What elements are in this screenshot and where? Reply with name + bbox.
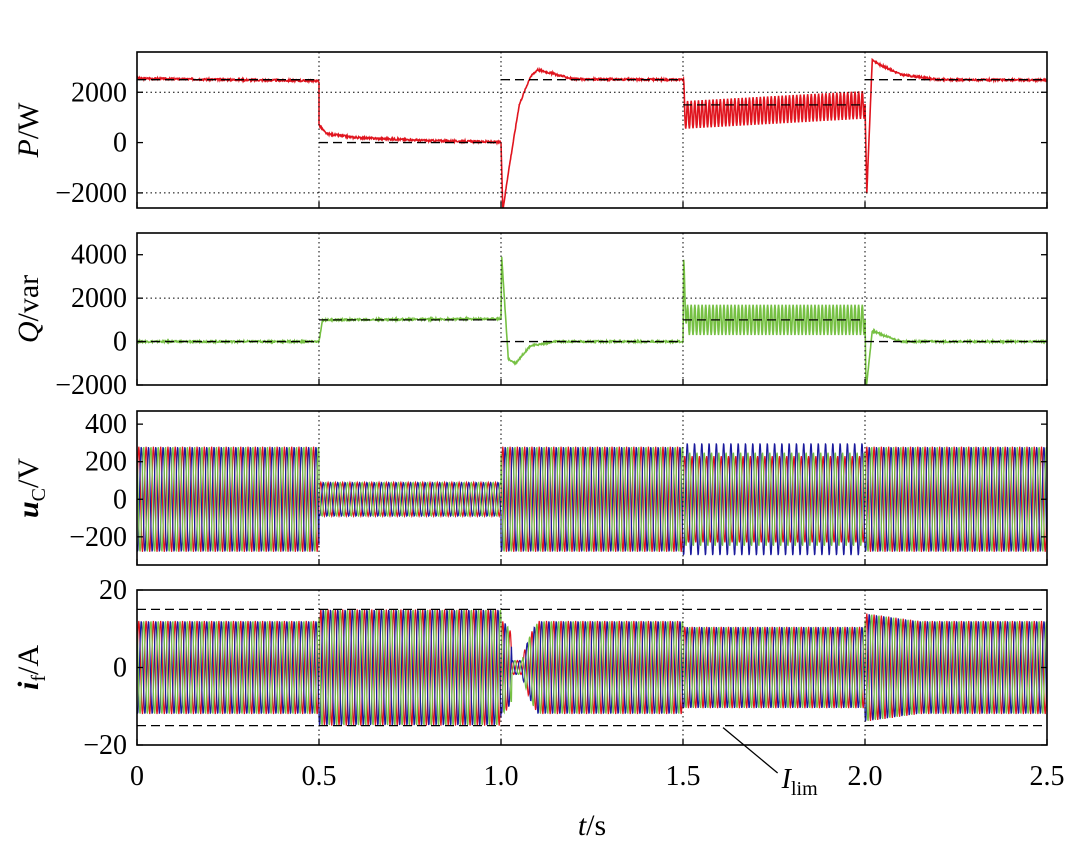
ytick-label: −2000 — [55, 370, 127, 401]
panel-Q: −2000 0 2000 4000 Q/var — [12, 232, 1048, 401]
xlabel: t/s — [578, 809, 606, 842]
P-trace-segment — [500, 66, 684, 208]
ytick-label: 0 — [113, 653, 127, 684]
if-phase-c-trace — [137, 609, 1047, 726]
limit-pointer — [722, 727, 779, 774]
plot-area-if — [137, 609, 1047, 726]
ylabel-Q: Q/var — [12, 275, 45, 343]
if-phase-a-trace — [137, 609, 1047, 726]
ytick-label: 200 — [85, 447, 127, 478]
xtick-label: 1.5 — [666, 761, 701, 792]
ytick-label: 20 — [99, 575, 127, 606]
uC-phase-b-trace — [137, 443, 1047, 556]
panels: −200002000P/W−2000020004000Q/var−2000200… — [12, 51, 1048, 800]
panel-P: −2000 0 2000 P/W — [12, 51, 1048, 209]
ytick-label: 0 — [113, 327, 127, 358]
ytick-label: 400 — [85, 409, 127, 440]
Q-trace-segment — [318, 315, 502, 341]
xtick-label: 2.0 — [848, 761, 883, 792]
P-trace-segment — [682, 75, 866, 129]
plot-area-uC — [137, 443, 1047, 556]
ytick-label: −20 — [83, 730, 127, 761]
uC-phase-c-trace — [137, 446, 1047, 552]
ytick-label: −200 — [69, 522, 127, 553]
if-phase-b-trace — [137, 609, 1047, 726]
x-axis: 0 0.5 1.0 1.5 2.0 2.5 t/s — [130, 761, 1065, 842]
limit-label: Ilim — [781, 764, 818, 800]
Q-trace-segment — [500, 256, 684, 366]
panel-frame — [136, 410, 1048, 566]
ytick-label: 2000 — [71, 77, 127, 108]
ytick-label: 4000 — [71, 240, 127, 271]
plot-area-Q — [137, 256, 1047, 385]
Q-trace-segment — [682, 259, 866, 342]
uC-phase-a-trace — [137, 446, 1047, 552]
ylabel-uC: uC/V — [12, 458, 50, 518]
panel-frame — [136, 51, 1048, 209]
ytick-label: 0 — [113, 128, 127, 159]
plot-area-P — [137, 58, 1047, 208]
ytick-label: 0 — [113, 484, 127, 515]
Q-trace-segment — [864, 319, 1047, 385]
xtick-label: 0 — [130, 761, 144, 792]
panel-uC: −200 0 200 400 uC/V — [12, 409, 1048, 566]
ylabel-if: if/A — [12, 645, 50, 690]
ytick-label: −2000 — [55, 178, 127, 209]
xtick-label: 1.0 — [484, 761, 519, 792]
xtick-label: 2.5 — [1030, 761, 1065, 792]
ylabel-P: P/W — [12, 102, 45, 159]
xtick-label: 0.5 — [302, 761, 337, 792]
panel-frame — [136, 232, 1048, 386]
ytick-label: 2000 — [71, 283, 127, 314]
P-trace-segment — [318, 81, 502, 146]
